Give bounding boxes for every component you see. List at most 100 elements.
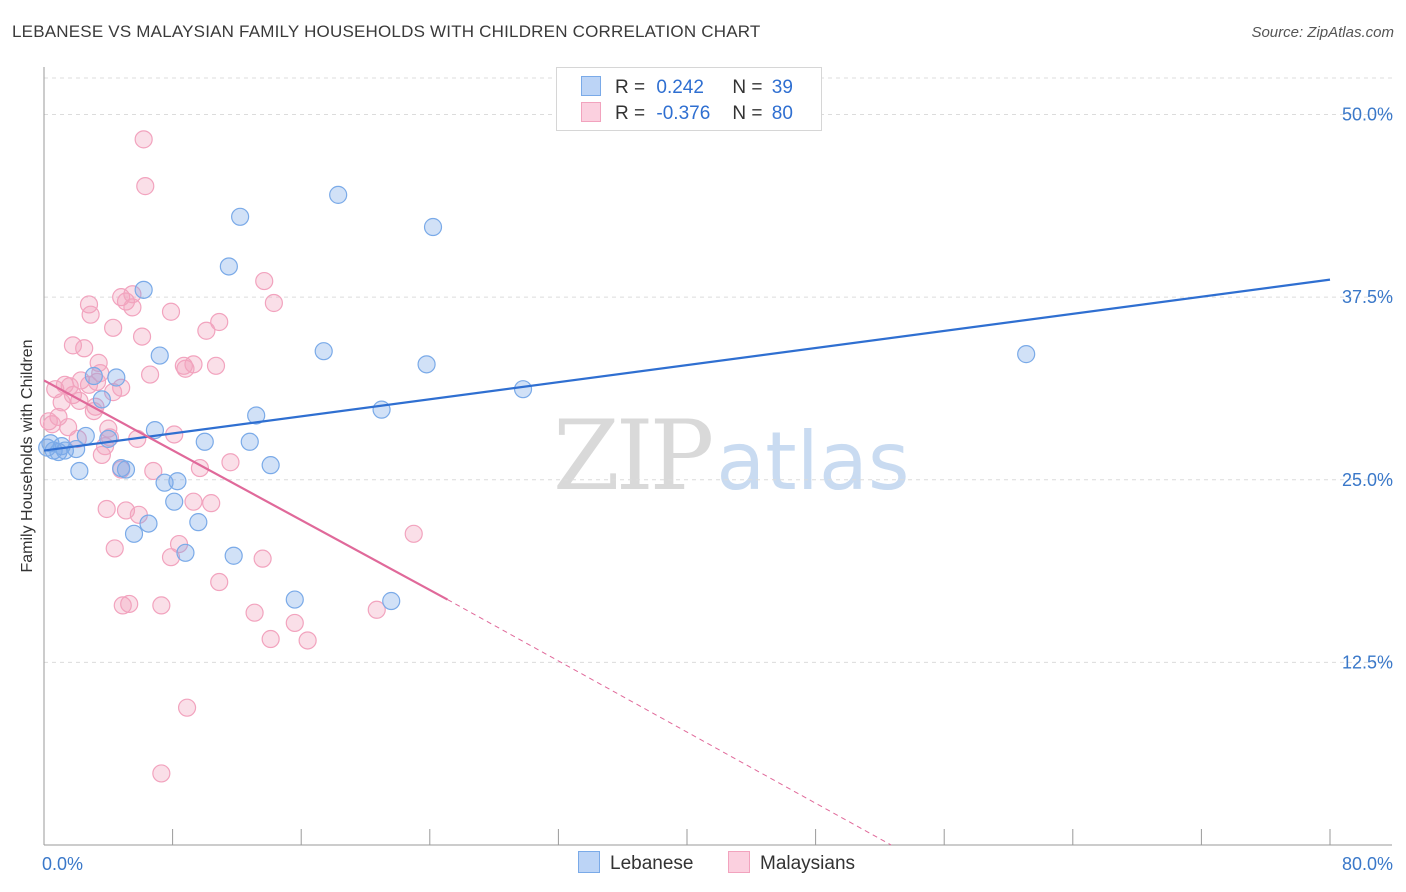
malaysians-point	[123, 298, 142, 317]
lebanese-point	[247, 406, 266, 425]
malaysians-point	[63, 336, 83, 355]
lebanese-point	[224, 546, 243, 565]
malaysians-point	[202, 494, 221, 513]
lebanese-point	[1017, 345, 1036, 364]
bottom-legend-malaysians: Malaysians	[728, 851, 855, 875]
lebanese-point	[139, 514, 158, 533]
malaysians-point	[264, 293, 283, 313]
malaysians-point	[132, 327, 152, 346]
y-tick-label: 25.0%	[1342, 470, 1393, 490]
legend-r-label: R =	[615, 77, 646, 98]
lebanese-point	[92, 390, 111, 409]
lebanese-point	[195, 432, 214, 451]
malaysians-point	[104, 318, 123, 337]
malaysians-point	[298, 631, 317, 650]
legend-n-label: N =	[732, 103, 763, 124]
y-tick-label: 50.0%	[1342, 105, 1393, 125]
malaysians-swatch	[581, 102, 601, 122]
malaysians-point	[255, 271, 274, 291]
malaysians-point	[112, 378, 131, 397]
y-tick-label: 37.5%	[1342, 287, 1393, 307]
watermark-zip: ZIP	[553, 400, 714, 512]
malaysians-point	[97, 499, 116, 519]
lebanese-point	[176, 543, 195, 562]
lebanese-legend-swatch	[578, 851, 600, 873]
malaysians-point	[253, 549, 272, 568]
lebanese-r-value: 0.242	[656, 77, 704, 98]
malaysians-trend-extension	[447, 599, 892, 846]
lebanese-trend-line	[43, 278, 1331, 452]
legend-row-malaysians: R = -0.376 N = 80	[581, 102, 793, 126]
malaysians-point	[245, 603, 264, 622]
lebanese-point	[99, 429, 118, 448]
lebanese-point	[107, 368, 126, 387]
malaysians-point	[285, 613, 304, 633]
lebanese-point	[189, 513, 208, 532]
lebanese-legend-label: Lebanese	[610, 853, 694, 874]
malaysians-point	[367, 600, 386, 619]
malaysians-point	[261, 629, 280, 649]
watermark-atlas: atlas	[716, 415, 910, 508]
lebanese-point	[417, 355, 436, 374]
malaysians-point	[210, 572, 229, 592]
lebanese-point	[372, 400, 391, 419]
malaysians-point	[177, 698, 197, 717]
lebanese-point	[134, 280, 153, 299]
lebanese-point	[84, 366, 103, 386]
malaysians-n-value: 80	[771, 103, 793, 124]
lebanese-point	[382, 591, 401, 611]
malaysians-point	[152, 764, 171, 783]
malaysians-point	[197, 321, 216, 340]
malaysians-legend-label: Malaysians	[760, 853, 856, 874]
malaysians-point	[206, 356, 226, 375]
malaysians-point	[59, 418, 78, 437]
gridlines	[44, 77, 1392, 663]
lebanese-point	[165, 492, 184, 511]
malaysians-point	[136, 177, 155, 196]
malaysians-point	[120, 594, 139, 614]
lebanese-point	[240, 432, 259, 451]
lebanese-point	[314, 342, 333, 361]
lebanese-points	[38, 185, 1036, 611]
lebanese-point	[70, 461, 89, 481]
lebanese-point	[124, 524, 144, 543]
malaysians-point	[140, 365, 160, 384]
malaysians-point	[210, 312, 229, 332]
malaysians-point	[152, 596, 171, 615]
legend-r-label: R =	[615, 103, 646, 124]
malaysians-point	[52, 393, 71, 412]
y-tick-label: 12.5%	[1342, 652, 1393, 672]
malaysians-point	[184, 492, 203, 511]
axes	[43, 67, 1392, 846]
malaysians-point	[221, 453, 240, 472]
lebanese-point	[150, 346, 169, 365]
lebanese-point	[513, 380, 533, 399]
lebanese-swatch	[581, 76, 601, 96]
malaysians-point	[161, 548, 181, 567]
lebanese-point	[329, 185, 348, 204]
malaysians-legend-swatch	[728, 851, 750, 873]
malaysians-point	[144, 461, 163, 481]
legend-n-label: N =	[732, 77, 763, 98]
lebanese-point	[423, 217, 443, 237]
lebanese-n-value: 39	[771, 77, 793, 98]
malaysians-point	[81, 305, 100, 324]
tick-labels: 12.5% 25.0% 37.5% 50.0% 0.0% 80.0%	[42, 105, 1393, 874]
lebanese-point	[231, 207, 250, 226]
lebanese-point	[168, 472, 187, 491]
x-tick-label-max: 80.0%	[1342, 854, 1393, 874]
malaysians-point	[39, 412, 58, 431]
lebanese-point	[219, 257, 238, 276]
malaysians-point	[105, 539, 124, 558]
malaysians-point	[404, 524, 423, 543]
x-tick-label-min: 0.0%	[42, 854, 83, 874]
bottom-legend-lebanese: Lebanese	[578, 851, 693, 875]
trend-lines	[43, 278, 1331, 846]
malaysians-points	[39, 130, 423, 783]
lebanese-point	[116, 460, 136, 479]
malaysians-trend-line	[43, 379, 449, 601]
malaysians-point	[113, 596, 132, 615]
malaysians-point	[174, 356, 193, 375]
malaysians-point	[161, 302, 181, 321]
